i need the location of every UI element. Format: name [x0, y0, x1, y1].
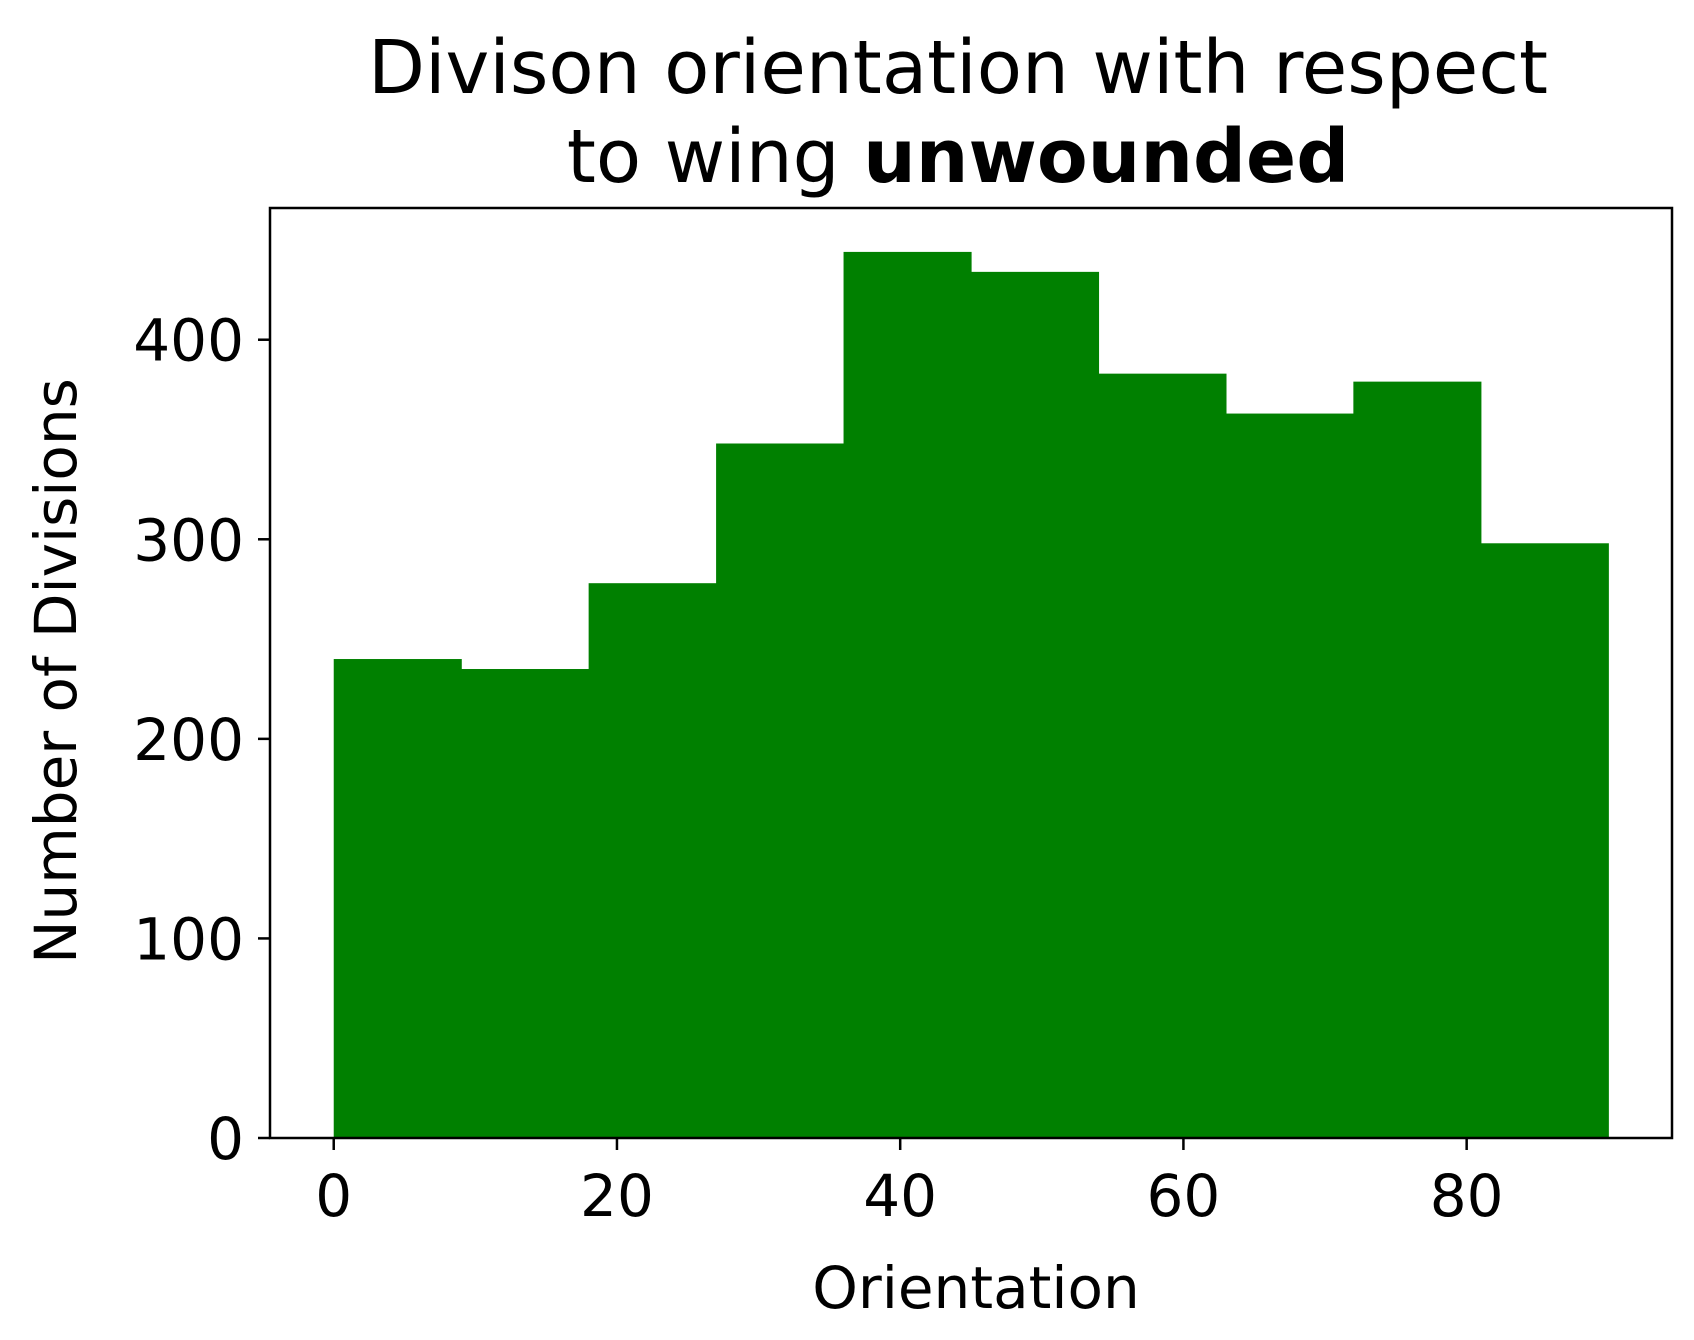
histogram-bar: [716, 443, 845, 1139]
x-tick-label: 80: [1430, 1162, 1504, 1230]
y-tick-label: 400: [133, 307, 244, 375]
histogram-bar: [1480, 543, 1609, 1138]
chart-title-line-2: to wing unwounded: [567, 114, 1349, 200]
chart-title-prefix: to wing: [567, 114, 863, 200]
y-ticks-group: 0 100 200 300 400: [133, 307, 270, 1173]
x-tick-label: 40: [863, 1162, 937, 1230]
histogram-bar: [843, 251, 972, 1138]
histogram-bar: [333, 659, 462, 1138]
bars-group: [333, 251, 1609, 1139]
x-tick-label: 0: [315, 1162, 352, 1230]
histogram-bar: [588, 583, 717, 1138]
y-tick-label: 100: [133, 905, 244, 973]
y-tick-label: 300: [133, 506, 244, 574]
x-tick-label: 60: [1147, 1162, 1221, 1230]
histogram-bar: [1098, 373, 1227, 1138]
plot-frame: [268, 206, 1674, 1140]
histogram-bar: [971, 271, 1100, 1138]
y-tick-label: 200: [133, 706, 244, 774]
histogram-bar: [461, 669, 590, 1138]
x-ticks-group: 0 20 40 60 80: [315, 1138, 1504, 1230]
histogram-bar: [1225, 413, 1354, 1138]
chart-title-bold: unwounded: [863, 114, 1349, 200]
histogram-bar: [1353, 381, 1482, 1139]
y-tick-label: 0: [207, 1105, 244, 1173]
x-axis-label: Orientation: [812, 1254, 1139, 1322]
chart-title-line-1: Divison orientation with respect: [368, 25, 1548, 111]
y-axis-label: Number of Divisions: [22, 378, 90, 964]
x-tick-label: 20: [580, 1162, 654, 1230]
